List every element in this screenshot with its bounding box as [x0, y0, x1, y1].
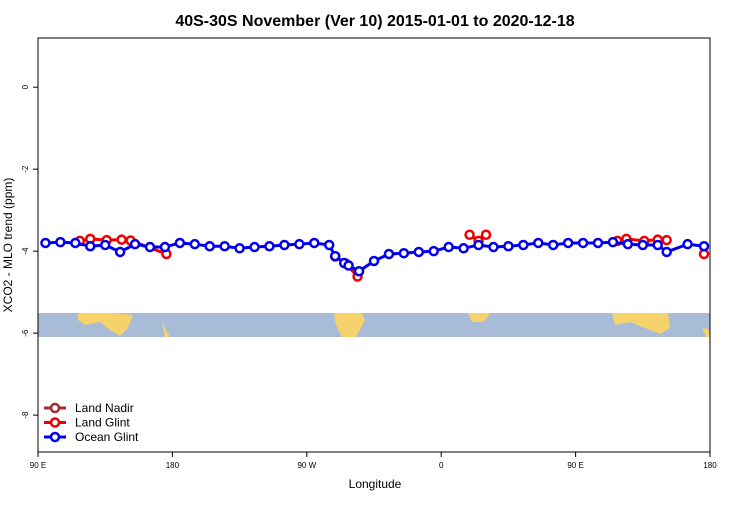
x-tick-label: 180 [166, 461, 180, 470]
y-tick-label: -4 [21, 247, 30, 255]
data-point [249, 241, 260, 253]
x-tick-label: 90 E [30, 461, 46, 470]
legend-item: Land Glint [44, 416, 130, 430]
map-strip [38, 313, 710, 337]
data-point [458, 243, 469, 254]
data-point [592, 237, 604, 249]
data-point [413, 246, 425, 258]
data-point [323, 239, 335, 251]
legend-item: Land Nadir [44, 401, 134, 415]
data-point [264, 240, 275, 252]
data-point [329, 250, 341, 262]
legend-label: Land Nadir [75, 401, 134, 415]
x-tick-label: 180 [703, 461, 717, 470]
data-point [607, 236, 619, 248]
data-point [144, 241, 156, 253]
y-axis-label: XCO2 - MLO trend (ppm) [1, 178, 15, 313]
data-point [622, 238, 634, 250]
x-tick-label: 0 [439, 461, 444, 470]
legend-label: Ocean Glint [75, 430, 139, 444]
data-point [698, 240, 710, 252]
data-point [562, 237, 574, 249]
data-point [661, 234, 672, 246]
data-point [547, 239, 559, 251]
data-point [473, 239, 484, 251]
data-point [383, 248, 395, 260]
legend-item: Ocean Glint [44, 430, 139, 444]
data-point [204, 240, 215, 252]
data-point [464, 229, 475, 241]
y-tick-label: -8 [21, 411, 30, 419]
data-point [480, 229, 492, 241]
data-point [159, 241, 171, 253]
plot-frame [37, 37, 711, 453]
x-axis-label: Longitude [349, 477, 402, 491]
data-point [114, 246, 126, 258]
data-point [99, 239, 111, 251]
data-point [219, 240, 230, 252]
data-point [398, 247, 410, 259]
data-point [55, 236, 66, 248]
legend-marker [49, 431, 61, 443]
data-point [279, 239, 290, 251]
data-point [343, 260, 354, 271]
data-point [85, 240, 96, 252]
data-point [189, 238, 201, 250]
data-point [503, 240, 514, 252]
data-point [428, 245, 439, 257]
y-tick-label: -2 [21, 165, 30, 173]
legend-label: Land Glint [75, 416, 130, 430]
data-point [70, 237, 81, 249]
data-point [174, 237, 186, 249]
data-point [443, 241, 454, 253]
data-point [533, 237, 544, 249]
data-point [518, 239, 529, 251]
data-point [294, 238, 305, 250]
data-point [309, 237, 320, 249]
x-tick-label: 90 E [567, 461, 583, 470]
data-point [234, 243, 245, 254]
data-point [577, 237, 589, 249]
y-tick-label: 0 [21, 84, 30, 89]
data-point [129, 238, 141, 250]
data-point [488, 241, 499, 253]
chart-title: 40S-30S November (Ver 10) 2015-01-01 to … [175, 13, 574, 30]
legend-marker [49, 417, 61, 428]
data-point [353, 265, 365, 277]
data-point [637, 239, 649, 251]
legend-marker [49, 402, 61, 414]
x-tick-label: 90 W [297, 461, 316, 470]
y-tick-label: -6 [21, 329, 30, 337]
data-point [116, 234, 127, 245]
data-point [368, 255, 380, 267]
data-point [652, 239, 663, 251]
data-point [40, 237, 51, 249]
data-point [661, 246, 672, 258]
data-point [682, 238, 693, 250]
